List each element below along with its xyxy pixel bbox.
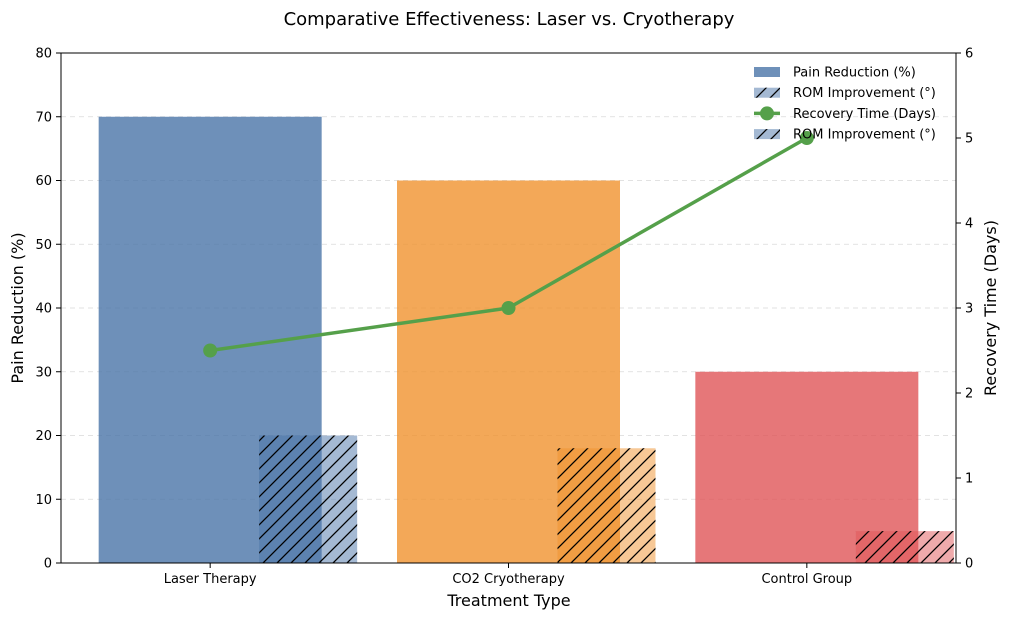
recovery-time-point [799, 131, 814, 145]
rom-improvement-bar-hatch [557, 448, 656, 563]
x-tick-label: CO2 Cryotherapy [452, 572, 565, 587]
y-tick-label: 70 [35, 110, 52, 125]
y-axis-label: Pain Reduction (%) [8, 232, 27, 383]
rom-improvement-bar-hatch [855, 531, 954, 563]
legend-swatch-recovery-marker [760, 106, 774, 121]
y-tick-label: 0 [44, 557, 52, 572]
recovery-time-point [501, 301, 516, 315]
x-axis-label: Treatment Type [446, 591, 570, 610]
legend-swatch-rom-hatch [754, 87, 780, 98]
y2-tick-label: 3 [965, 302, 973, 317]
chart-title: Comparative Effectiveness: Laser vs. Cry… [284, 9, 735, 30]
y2-tick-label: 1 [965, 472, 973, 487]
y2-tick-label: 0 [965, 557, 973, 572]
y-tick-label: 10 [35, 493, 52, 508]
legend-label: Pain Reduction (%) [793, 66, 916, 81]
axes: 0 10 20 30 40 50 60 70 80 0 1 2 3 4 5 6 Laser Therapy CO2… [35, 47, 973, 588]
y2-tick-label: 5 [965, 132, 973, 147]
y-tick-label: 50 [35, 238, 52, 253]
x-tick-label: Control Group [761, 572, 852, 587]
rom-improvement-bar-hatch [259, 435, 358, 563]
y2-tick-label: 4 [965, 217, 973, 232]
legend: Pain Reduction (%) ROM Improvement (°) Rec… [754, 66, 936, 143]
bars [98, 116, 954, 563]
legend-label: ROM Improvement (°) [793, 128, 936, 143]
recovery-line [203, 131, 814, 358]
y-tick-label: 80 [35, 47, 52, 62]
recovery-time-point [203, 343, 218, 358]
legend-label: ROM Improvement (°) [793, 86, 936, 101]
y2-tick-label: 2 [965, 387, 973, 402]
legend-label: Recovery Time (Days) [793, 107, 936, 122]
y-tick-label: 20 [35, 429, 52, 444]
y-tick-label: 30 [35, 365, 52, 380]
x-tick-label: Laser Therapy [164, 572, 257, 587]
y-tick-label: 40 [35, 302, 52, 317]
y-tick-label: 60 [35, 174, 52, 189]
y2-tick-label: 6 [965, 47, 973, 62]
legend-swatch-pain [754, 67, 780, 77]
legend-swatch-rom-hatch [754, 129, 780, 140]
y2-axis-label: Recovery Time (Days) [981, 220, 1000, 396]
